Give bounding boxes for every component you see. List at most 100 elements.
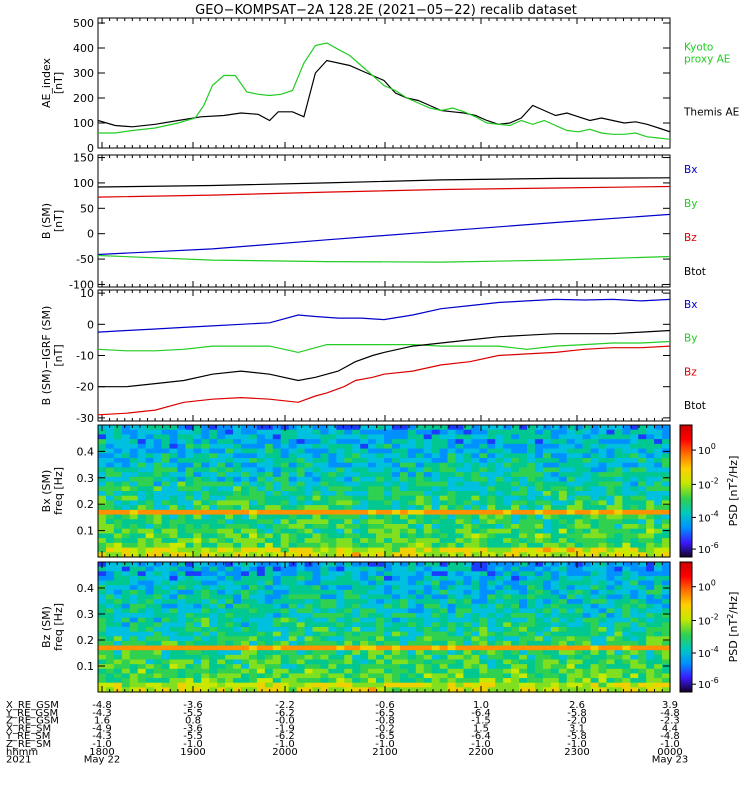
heatmap-cell [558, 453, 568, 459]
heatmap-cell [582, 500, 592, 506]
heatmap-cell [487, 448, 496, 454]
heatmap-cell [217, 486, 226, 492]
heatmap-cell [312, 552, 322, 558]
heatmap-cell [241, 603, 250, 610]
heatmap-cell [296, 631, 306, 637]
heatmap-cell [344, 562, 353, 568]
heatmap-cell [209, 566, 218, 572]
heatmap-cell [272, 566, 282, 572]
heatmap-cell [622, 585, 631, 591]
heatmap-cell [241, 562, 250, 568]
heatmap-cell [574, 608, 584, 614]
heatmap-cell [646, 585, 655, 591]
heatmap-cell [193, 682, 202, 688]
ephemeris-value: -6.4 [471, 731, 491, 742]
heatmap-cell [177, 650, 186, 656]
colorbar-tick-label: 10-2 [698, 613, 719, 628]
heatmap-cell [201, 434, 210, 440]
heatmap-cell [590, 458, 600, 464]
heatmap-cell [391, 552, 401, 558]
heatmap-cell [161, 453, 171, 459]
heatmap-cell [598, 571, 608, 577]
heatmap-cell [495, 486, 504, 492]
heatmap-cell [590, 538, 600, 544]
heatmap-cell [98, 650, 107, 656]
heatmap-cell [376, 538, 385, 544]
heatmap-cell [248, 664, 258, 670]
heatmap-cell [582, 552, 592, 558]
heatmap-cell [209, 443, 218, 450]
heatmap-cell [527, 594, 536, 600]
heatmap-cell [376, 542, 385, 549]
heatmap-cell [423, 533, 433, 539]
heatmap-cell [264, 627, 274, 633]
heatmap-cell [264, 462, 274, 469]
heatmap-cell [654, 594, 663, 600]
heatmap-cell [503, 575, 512, 582]
heatmap-cell [407, 538, 417, 544]
heatmap-cell [193, 429, 202, 436]
heatmap-cell [129, 453, 139, 459]
heatmap-cell [630, 673, 639, 679]
heatmap-cell [201, 453, 210, 459]
heatmap-cell [391, 547, 401, 553]
heatmap-cell [479, 687, 488, 693]
heatmap-cell [264, 580, 274, 586]
heatmap-cell [431, 547, 441, 553]
heatmap-cell [582, 608, 592, 614]
heatmap-cell [654, 627, 663, 633]
heatmap-cell [225, 687, 234, 693]
heatmap-cell [161, 519, 171, 525]
heatmap-cell [368, 509, 377, 516]
heatmap-cell [566, 533, 576, 539]
heatmap-cell [217, 659, 226, 665]
heatmap-cell [129, 538, 139, 544]
heatmap-cell [256, 429, 266, 436]
heatmap-cell [415, 617, 425, 623]
heatmap-cell [391, 673, 401, 679]
heatmap-cell [558, 462, 568, 469]
heatmap-cell [495, 500, 504, 506]
heatmap-cell [384, 528, 393, 535]
heatmap-cell [272, 640, 282, 647]
heatmap-cell [463, 439, 472, 445]
heatmap-cell [320, 575, 329, 582]
heatmap-cell [352, 429, 361, 436]
heatmap-cell [503, 654, 512, 661]
heatmap-cell [304, 443, 314, 450]
heatmap-cell [280, 519, 290, 525]
heatmap-cell [368, 481, 377, 487]
heatmap-cell [193, 599, 202, 605]
heatmap-cell [352, 476, 361, 483]
heatmap-cell [352, 678, 361, 684]
heatmap-cell [479, 594, 488, 600]
heatmap-cell [344, 645, 353, 651]
heatmap-cell [487, 571, 496, 577]
y-axis-label: Bz (SM) [40, 606, 53, 648]
heatmap-cell [606, 645, 615, 651]
heatmap-cell [534, 458, 544, 464]
heatmap-cell [391, 481, 401, 487]
heatmap-cell [352, 462, 361, 469]
heatmap-cell [622, 664, 631, 670]
heatmap-cell [527, 673, 536, 679]
heatmap-cell [590, 636, 600, 642]
heatmap-cell [161, 594, 171, 600]
heatmap-cell [662, 687, 671, 693]
heatmap-cell [384, 505, 393, 511]
heatmap-cell [225, 542, 234, 549]
heatmap-cell [352, 458, 361, 464]
heatmap-cell [399, 547, 409, 553]
heatmap-cell [336, 509, 345, 516]
heatmap-cell [368, 599, 377, 605]
heatmap-cell [606, 636, 615, 642]
heatmap-cell [280, 547, 290, 553]
heatmap-cell [646, 687, 655, 693]
ephemeris-value: -2.0 [567, 716, 587, 727]
heatmap-cell [550, 486, 560, 492]
heatmap-cell [105, 566, 115, 572]
heatmap-cell [241, 650, 250, 656]
heatmap-cell [217, 425, 226, 431]
heatmap-cell [98, 443, 107, 450]
